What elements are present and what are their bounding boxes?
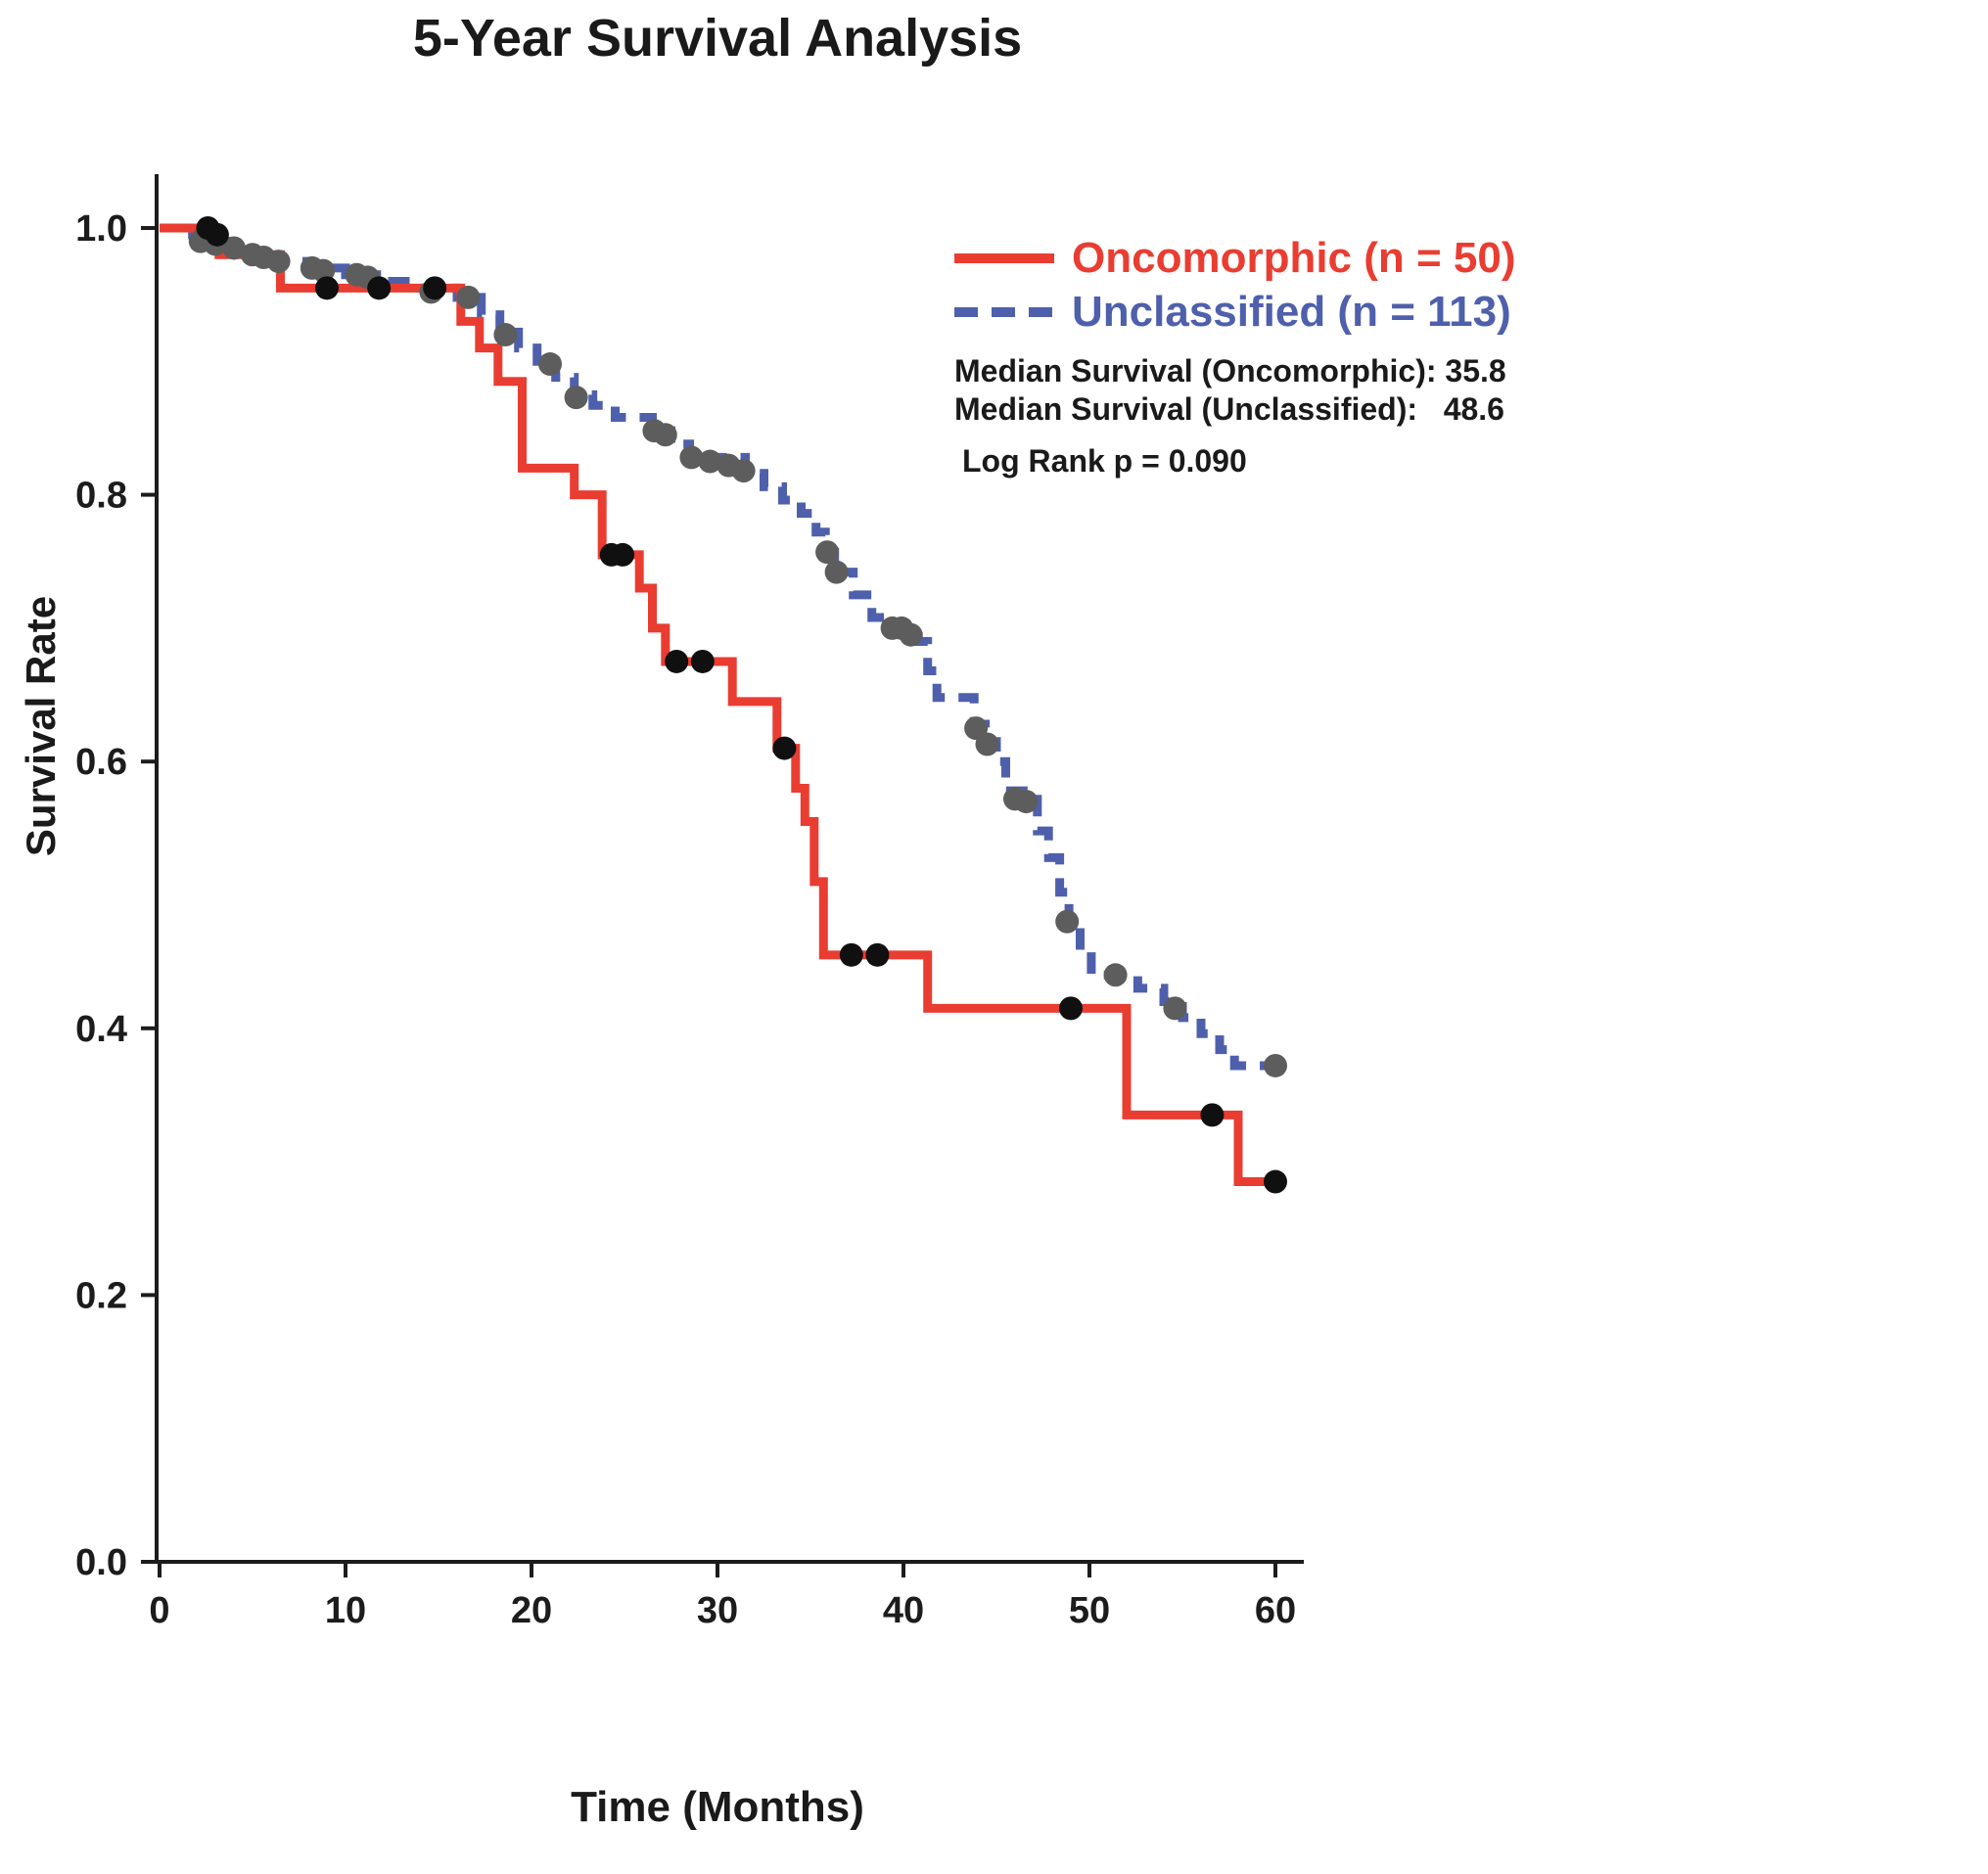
censor-mark: [1264, 1053, 1287, 1077]
legend-entry-unclassified: Unclassified (n = 113): [954, 285, 1516, 339]
censor-mark: [899, 622, 923, 647]
legend-entry-oncomorphic: Oncomorphic (n = 50): [954, 231, 1516, 285]
censor-mark: [772, 736, 797, 760]
y-tick-label: 0.8: [75, 476, 127, 517]
median-survival-unclassified: Median Survival (Unclassified): 48.6: [954, 391, 1504, 428]
y-tick-label: 1.0: [75, 208, 127, 250]
median-survival-oncomorphic: Median Survival (Oncomorphic): 35.8: [954, 353, 1506, 389]
censor-mark: [367, 276, 392, 300]
censor-mark: [1264, 1169, 1287, 1194]
x-tick-label: 50: [1069, 1590, 1110, 1631]
oncomorphic-line-swatch: [954, 252, 1054, 263]
censor-mark: [975, 732, 999, 756]
censor-mark: [1200, 1103, 1225, 1127]
y-tick-label: 0.2: [75, 1275, 127, 1316]
censor-mark: [1103, 963, 1128, 987]
censor-mark: [423, 276, 447, 300]
censor-mark: [1014, 790, 1039, 814]
x-axis-label: Time (Months): [571, 1783, 864, 1831]
x-tick-label: 60: [1255, 1590, 1296, 1631]
censor-mark: [698, 449, 722, 474]
censor-mark: [205, 222, 229, 247]
x-tick-label: 40: [883, 1590, 924, 1631]
censor-mark: [1059, 996, 1083, 1021]
legend-unclassified-label: Unclassified (n = 113): [1072, 288, 1511, 336]
censor-mark: [1163, 996, 1187, 1021]
censor-mark: [222, 236, 246, 260]
y-axis-label: Survival Rate: [18, 595, 64, 857]
page-title: 5-Year Survival Analysis: [412, 9, 1023, 68]
censor-mark: [456, 285, 481, 309]
censor-mark: [665, 649, 689, 673]
y-tick-label: 0.6: [75, 742, 127, 783]
censor-mark: [564, 386, 588, 410]
censor-mark: [611, 542, 635, 567]
y-tick-label: 0.4: [75, 1009, 127, 1050]
legend-oncomorphic-label: Oncomorphic (n = 50): [1072, 234, 1516, 282]
log-rank-p-value: Log Rank p = 0.090: [962, 443, 1247, 480]
censor-mark: [815, 540, 840, 565]
censor-mark: [839, 942, 863, 967]
y-tick-label: 0.0: [75, 1542, 127, 1583]
legend: Oncomorphic (n = 50) Unclassified (n = 1…: [954, 231, 1516, 480]
unclassified-line-swatch: [954, 306, 1054, 317]
censor-mark: [824, 560, 849, 584]
censor-mark: [865, 942, 890, 967]
censor-mark: [731, 459, 756, 483]
censor-mark: [538, 352, 562, 377]
x-tick-label: 10: [325, 1590, 366, 1631]
x-tick-label: 30: [697, 1590, 738, 1631]
x-tick-label: 20: [511, 1590, 552, 1631]
x-tick-label: 0: [149, 1590, 169, 1631]
censor-mark: [653, 423, 677, 447]
censor-mark: [266, 250, 291, 274]
censor-mark: [493, 323, 518, 347]
censor-mark: [679, 445, 704, 470]
censor-mark: [690, 649, 715, 673]
censor-mark: [315, 276, 339, 300]
censor-mark: [1055, 909, 1080, 934]
